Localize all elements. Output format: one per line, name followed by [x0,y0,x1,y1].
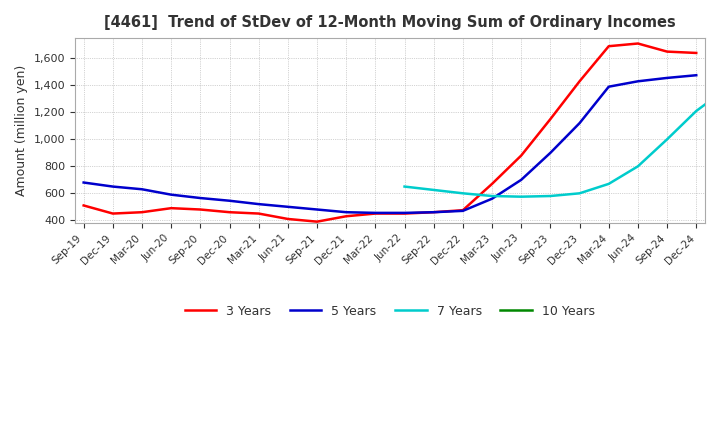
7 Years [546,193,554,198]
5 Years [138,187,146,192]
3 Years [459,208,467,213]
3 Years [167,205,176,211]
3 Years [312,219,321,224]
5 Years [459,208,467,213]
5 Years [400,210,409,216]
7 Years [487,193,496,198]
5 Years [167,192,176,197]
3 Years [546,117,554,122]
3 Years [517,153,526,158]
7 Years [459,191,467,196]
5 Years [225,198,234,203]
3 Years [604,44,613,49]
7 Years [692,108,701,114]
7 Years [662,137,671,142]
5 Years [634,79,642,84]
Line: 5 Years: 5 Years [84,75,696,213]
3 Years [342,213,351,219]
Y-axis label: Amount (million yen): Amount (million yen) [15,65,28,196]
Line: 3 Years: 3 Years [84,44,696,222]
3 Years [79,203,88,208]
7 Years [634,164,642,169]
5 Years [546,150,554,155]
5 Years [575,121,584,126]
5 Years [312,207,321,212]
7 Years [604,181,613,187]
Line: 7 Years: 7 Years [405,85,720,197]
3 Years [662,49,671,54]
5 Years [487,196,496,202]
3 Years [371,211,379,216]
3 Years [575,79,584,84]
3 Years [400,211,409,216]
5 Years [517,177,526,183]
5 Years [692,73,701,78]
5 Years [429,209,438,215]
7 Years [400,184,409,189]
5 Years [109,184,117,189]
7 Years [517,194,526,199]
3 Years [138,209,146,215]
5 Years [196,195,204,201]
3 Years [634,41,642,46]
3 Years [487,181,496,187]
5 Years [79,180,88,185]
5 Years [662,75,671,81]
5 Years [342,209,351,215]
3 Years [225,209,234,215]
3 Years [692,50,701,55]
Title: [4461]  Trend of StDev of 12-Month Moving Sum of Ordinary Incomes: [4461] Trend of StDev of 12-Month Moving… [104,15,676,30]
5 Years [604,84,613,89]
3 Years [109,211,117,216]
7 Years [575,191,584,196]
3 Years [196,207,204,212]
5 Years [254,202,263,207]
3 Years [254,211,263,216]
5 Years [284,204,292,209]
Legend: 3 Years, 5 Years, 7 Years, 10 Years: 3 Years, 5 Years, 7 Years, 10 Years [180,300,600,323]
7 Years [429,187,438,193]
3 Years [284,216,292,222]
5 Years [371,210,379,216]
3 Years [429,209,438,215]
